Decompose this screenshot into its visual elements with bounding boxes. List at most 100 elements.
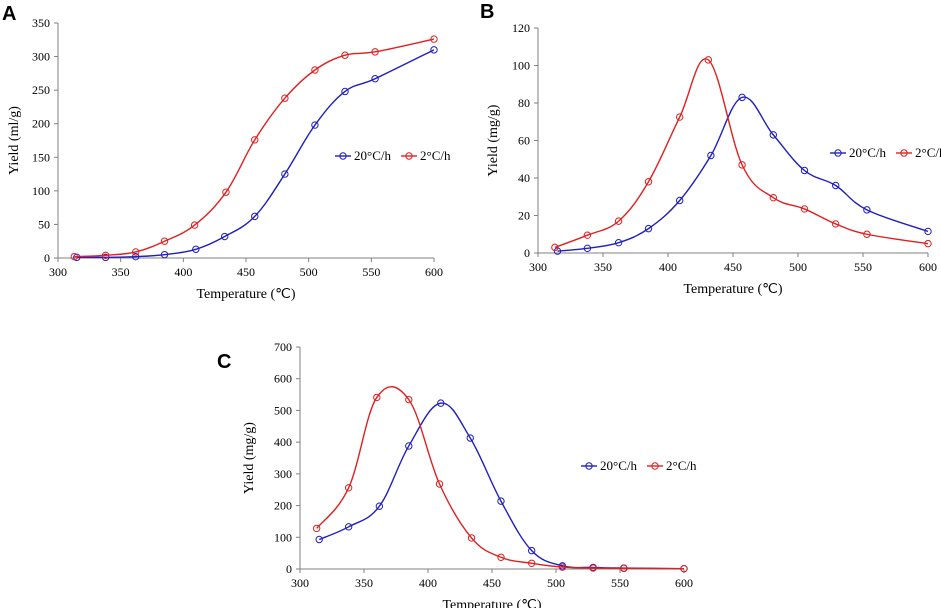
data-point [192, 245, 200, 253]
data-point [375, 502, 384, 510]
data-point [405, 395, 413, 404]
x-tick-label: 600 [425, 265, 443, 279]
y-tick-label: 600 [274, 372, 292, 386]
y-tick-label: 300 [274, 467, 292, 481]
x-tick-label: 400 [659, 260, 677, 274]
legend: 20°C/h 2°C/h [581, 458, 697, 473]
y-tick-label: 500 [274, 403, 292, 417]
data-point [553, 247, 562, 255]
x-tick-label: 550 [854, 260, 872, 274]
y-tick-label: 400 [274, 435, 292, 449]
data-point [769, 193, 777, 202]
data-point [527, 546, 536, 555]
y-axis-title: Yield (mg/g) [242, 422, 257, 494]
y-tick-label: 20 [518, 209, 530, 223]
legend-swatch-marker [339, 152, 347, 160]
data-point [341, 51, 349, 59]
data-point [160, 237, 169, 245]
x-tick-label: 550 [362, 265, 380, 279]
series-2ch [551, 56, 932, 252]
data-point [281, 170, 289, 178]
series-2ch [70, 35, 438, 261]
legend-entry: 2°C/h [420, 148, 451, 163]
y-tick-label: 60 [518, 134, 530, 148]
data-point [437, 399, 445, 407]
data-point [620, 564, 628, 573]
data-point [551, 243, 559, 252]
x-tick-label: 400 [174, 265, 192, 279]
x-tick-label: 300 [291, 576, 309, 590]
data-point [614, 217, 623, 225]
data-point [589, 564, 597, 572]
data-point [466, 434, 474, 442]
data-point [863, 206, 871, 214]
data-point [863, 230, 871, 238]
data-point [924, 227, 932, 236]
y-tick-label: 350 [32, 16, 50, 30]
data-point [832, 220, 840, 228]
data-point [644, 224, 653, 233]
series-line [554, 58, 929, 249]
x-tick-label: 600 [675, 576, 693, 590]
panel-label: A [2, 3, 16, 25]
legend-swatch-marker [585, 462, 593, 470]
data-point [371, 75, 379, 83]
y-tick-label: 700 [274, 340, 292, 354]
y-tick-label: 80 [518, 96, 530, 110]
data-point [800, 205, 809, 213]
x-tick-label: 300 [529, 260, 547, 274]
data-point [222, 188, 230, 196]
x-tick-label: 350 [355, 576, 373, 590]
data-point [707, 151, 715, 160]
data-point [430, 35, 438, 43]
legend: 20°C/h 2°C/h [335, 148, 451, 163]
data-point [220, 232, 229, 241]
data-point [680, 564, 688, 573]
legend-entry: 20°C/h [354, 148, 391, 163]
x-tick-label: 500 [300, 265, 318, 279]
data-point [101, 253, 110, 262]
data-point [704, 56, 712, 64]
y-tick-label: 100 [274, 530, 292, 544]
x-tick-label: 500 [547, 576, 565, 590]
data-point [344, 484, 353, 492]
data-point [430, 46, 438, 54]
x-tick-label: 350 [112, 265, 130, 279]
x-axis-title: Temperature (℃) [196, 287, 295, 302]
y-tick-label: 250 [32, 83, 50, 97]
data-point [497, 497, 505, 505]
y-tick-label: 300 [32, 50, 50, 64]
y-tick-label: 200 [274, 499, 292, 513]
data-point [70, 252, 78, 261]
data-point [373, 393, 381, 402]
data-point [132, 252, 140, 261]
y-tick-label: 100 [32, 184, 50, 198]
series-20ch [315, 399, 688, 573]
y-tick-label: 50 [38, 217, 50, 231]
x-tick-label: 600 [919, 260, 937, 274]
legend-swatch-marker [900, 149, 908, 157]
data-point [312, 524, 321, 533]
data-point [614, 238, 623, 247]
series-line [557, 96, 929, 252]
panel-label: C [217, 351, 231, 373]
series-line [76, 49, 435, 259]
chart-panel-a: A 300 350 400 450 500 550 600 0 50 100 150 200 250 300… [2, 3, 451, 302]
y-tick-label: 0 [524, 246, 530, 260]
series-20ch [73, 46, 438, 262]
data-point [341, 87, 349, 96]
data-point [311, 66, 319, 74]
data-point [676, 196, 684, 205]
y-tick-label: 100 [512, 59, 530, 73]
data-point [832, 181, 840, 190]
data-point [527, 559, 536, 567]
legend-entry: 2°C/h [915, 145, 941, 160]
series-20ch [553, 93, 932, 255]
data-point [371, 48, 379, 56]
y-tick-label: 150 [32, 150, 50, 164]
data-point [251, 136, 259, 144]
x-tick-label: 450 [483, 576, 501, 590]
x-axis-title: Temperature (℃) [442, 598, 541, 608]
data-point [311, 121, 319, 129]
data-point [435, 480, 444, 488]
